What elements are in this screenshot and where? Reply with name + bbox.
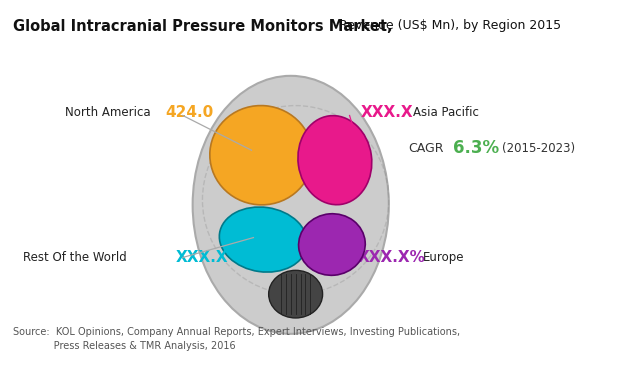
Text: Revenue (US$ Mn), by Region 2015: Revenue (US$ Mn), by Region 2015 bbox=[335, 19, 561, 32]
Text: North America: North America bbox=[65, 106, 151, 119]
Text: CAGR: CAGR bbox=[409, 142, 444, 155]
Text: Europe: Europe bbox=[423, 251, 464, 264]
Ellipse shape bbox=[193, 76, 389, 334]
Text: XXX.X: XXX.X bbox=[176, 250, 229, 265]
Text: Asia Pacific: Asia Pacific bbox=[414, 106, 479, 119]
Text: XXX.X: XXX.X bbox=[360, 105, 413, 120]
Ellipse shape bbox=[299, 214, 365, 275]
Text: XXX.X%: XXX.X% bbox=[357, 250, 425, 265]
Text: (2015-2023): (2015-2023) bbox=[502, 142, 575, 155]
Text: 6.3%: 6.3% bbox=[453, 139, 498, 157]
Ellipse shape bbox=[219, 207, 307, 272]
Ellipse shape bbox=[298, 116, 372, 205]
Text: Global Intracranial Pressure Monitors Market,: Global Intracranial Pressure Monitors Ma… bbox=[13, 19, 393, 34]
Text: 424.0: 424.0 bbox=[165, 105, 213, 120]
Ellipse shape bbox=[268, 270, 322, 318]
Text: Rest Of the World: Rest Of the World bbox=[23, 251, 126, 264]
Text: Press Releases & TMR Analysis, 2016: Press Releases & TMR Analysis, 2016 bbox=[13, 341, 236, 351]
Text: Source:  KOL Opinions, Company Annual Reports, Expert Interviews, Investing Publ: Source: KOL Opinions, Company Annual Rep… bbox=[13, 327, 460, 337]
Ellipse shape bbox=[210, 105, 312, 205]
